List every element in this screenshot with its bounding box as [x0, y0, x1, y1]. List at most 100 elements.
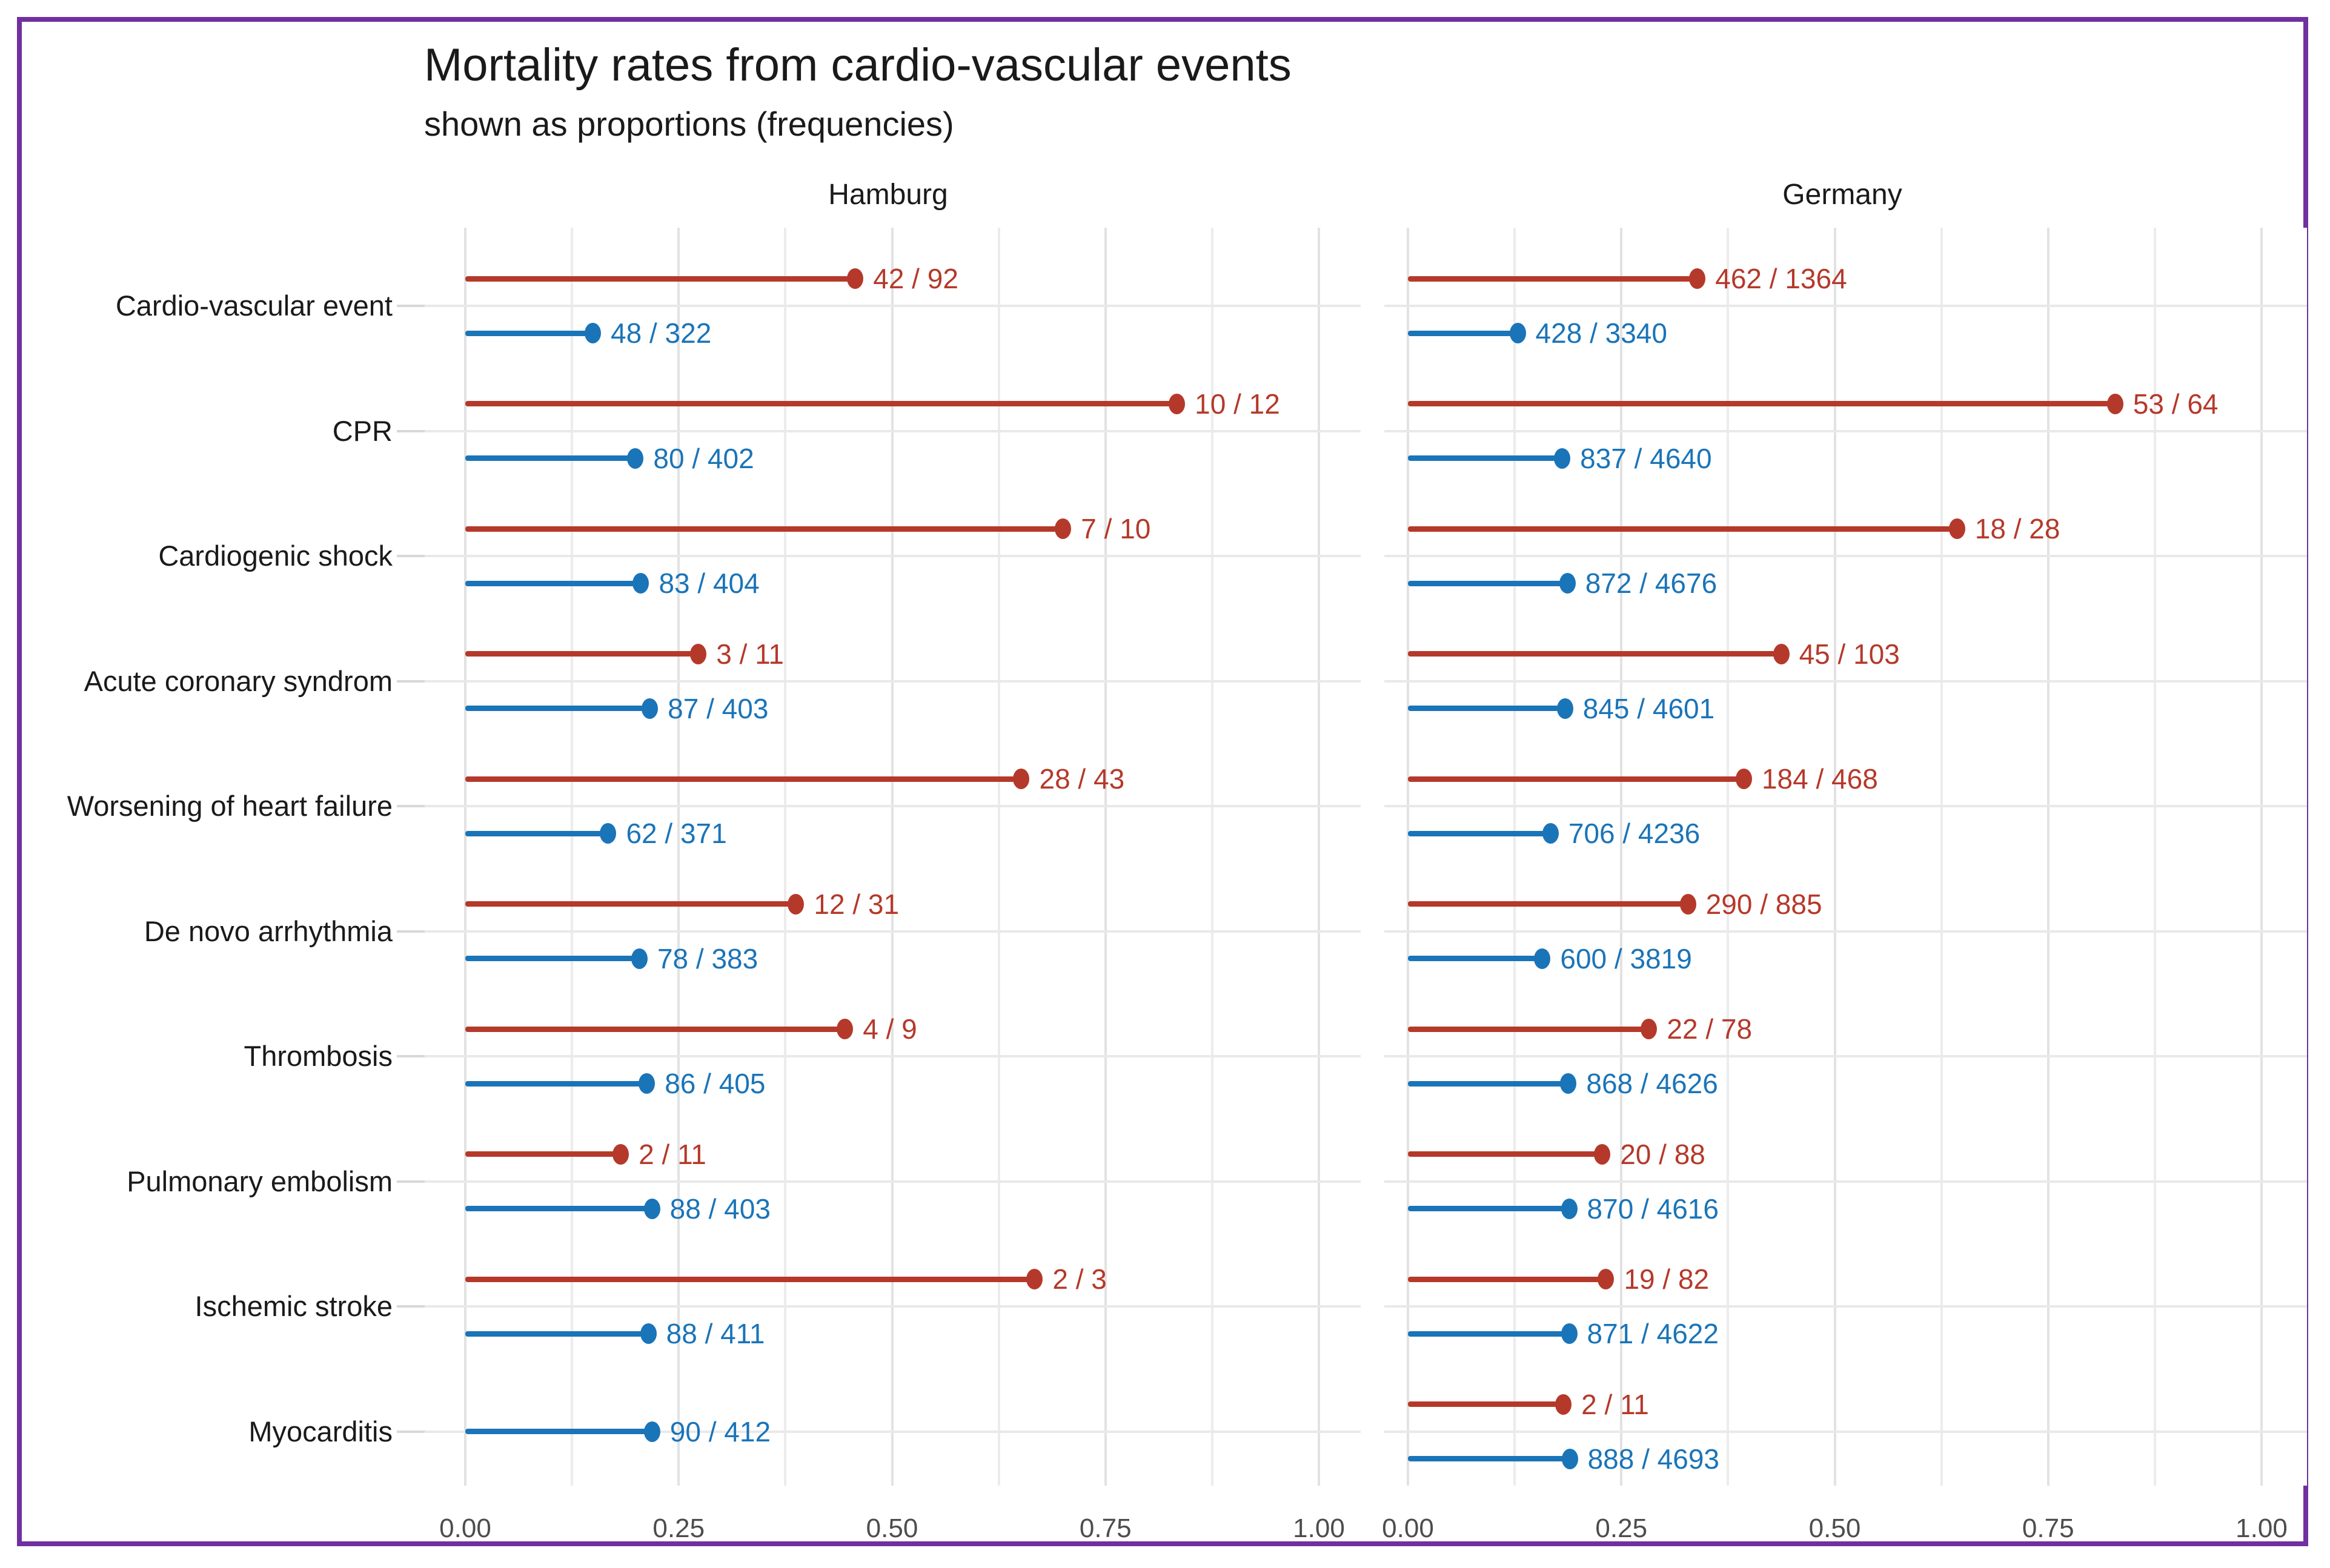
row-gridline — [425, 930, 1361, 933]
category-label: CPR — [332, 414, 393, 447]
gridline-minor — [1727, 228, 1730, 1486]
blue-survivor-dot — [627, 448, 644, 469]
blue-survivor-dot — [1554, 448, 1571, 469]
chart-subtitle: shown as proportions (frequencies) — [424, 105, 954, 143]
red-deceased-line — [465, 1276, 1035, 1282]
blue-survivor-line — [1408, 1080, 1568, 1087]
gridline-minor — [1513, 228, 1516, 1486]
category-label: De novo arrhythmia — [144, 915, 393, 947]
y-axis-tick — [397, 305, 425, 307]
category-label: Cardio-vascular event — [115, 289, 393, 322]
chart-title: Mortality rates from cardio-vascular eve… — [424, 39, 1292, 91]
category-label: Thrombosis — [244, 1040, 393, 1072]
blue-survivor-value-label: 87 / 403 — [668, 692, 769, 724]
y-axis-tick — [397, 930, 425, 933]
red-deceased-line — [1408, 401, 2115, 406]
red-deceased-dot — [1679, 893, 1696, 915]
red-deceased-value-label: 290 / 885 — [1705, 888, 1822, 920]
blue-survivor-value-label: 90 / 412 — [669, 1415, 771, 1447]
gridline-minor — [571, 228, 574, 1486]
panel-hamburg: 42 / 92 48 / 322 10 / 12 80 / 402 7 / 10 83 /… — [425, 228, 1361, 1486]
red-deceased-value-label: 42 / 92 — [873, 263, 958, 294]
category-label: Acute coronary syndrom — [84, 664, 393, 697]
blue-survivor-value-label: 88 / 403 — [669, 1193, 771, 1225]
red-deceased-line — [1408, 1026, 1649, 1032]
gridline-major — [1104, 228, 1107, 1486]
category-label: Ischemic stroke — [194, 1290, 393, 1322]
blue-survivor-dot — [643, 1421, 660, 1442]
row-gridline — [425, 555, 1361, 557]
gridline-major — [891, 228, 894, 1486]
red-deceased-line — [465, 1026, 845, 1032]
blue-survivor-value-label: 48 / 322 — [611, 317, 712, 349]
x-axis-tick-label: 0.50 — [866, 1513, 918, 1543]
red-deceased-value-label: 12 / 31 — [814, 888, 900, 920]
red-deceased-value-label: 184 / 468 — [1761, 763, 1878, 795]
x-axis-tick-label: 0.25 — [1595, 1513, 1648, 1543]
blue-survivor-value-label: 706 / 4236 — [1568, 818, 1701, 849]
blue-survivor-dot — [1556, 698, 1573, 719]
row-gridline — [425, 805, 1361, 807]
gridline-major — [2260, 228, 2263, 1486]
red-deceased-line — [465, 651, 699, 657]
red-deceased-line — [1408, 276, 1698, 282]
row-gridline — [425, 1430, 1361, 1433]
red-deceased-dot — [1598, 1269, 1615, 1289]
red-deceased-dot — [837, 1019, 854, 1039]
red-deceased-dot — [1641, 1019, 1658, 1039]
red-deceased-dot — [690, 643, 707, 664]
row-gridline — [1384, 305, 2307, 307]
blue-survivor-line — [465, 956, 639, 961]
blue-survivor-value-label: 872 / 4676 — [1585, 567, 1718, 599]
x-axis-tick-label: 1.00 — [2235, 1513, 2288, 1543]
red-deceased-line — [465, 526, 1063, 532]
red-deceased-value-label: 462 / 1364 — [1715, 263, 1847, 294]
blue-survivor-line — [465, 1206, 652, 1211]
x-axis-labels: 0.00 0.25 0.50 0.75 1.00 0.00 0.25 0.50 0.75 1.00 — [22, 1498, 2313, 1543]
x-axis-tick-label: 0.75 — [1079, 1513, 1132, 1543]
blue-survivor-dot — [1542, 823, 1559, 844]
x-axis-tick-label: 0.00 — [439, 1513, 491, 1543]
blue-survivor-line — [1408, 1331, 1569, 1337]
blue-survivor-line — [465, 580, 641, 586]
red-deceased-value-label: 22 / 78 — [1667, 1013, 1753, 1045]
red-deceased-dot — [1013, 769, 1030, 789]
red-deceased-value-label: 2 / 11 — [1581, 1388, 1649, 1420]
red-deceased-dot — [1555, 1394, 1572, 1415]
red-deceased-line — [465, 901, 796, 907]
red-deceased-line — [1408, 1276, 1606, 1282]
red-deceased-dot — [1169, 393, 1186, 414]
red-deceased-dot — [1689, 268, 1706, 289]
blue-survivor-dot — [640, 1323, 657, 1344]
y-axis-tick — [397, 1055, 425, 1057]
x-axis-tick-label: 0.25 — [652, 1513, 705, 1543]
row-gridline — [1384, 1430, 2307, 1433]
blue-survivor-value-label: 62 / 371 — [626, 818, 727, 849]
red-deceased-dot — [1026, 1269, 1043, 1289]
gridline-minor — [1940, 228, 1943, 1486]
blue-survivor-dot — [632, 573, 649, 594]
row-gridline — [425, 680, 1361, 683]
red-deceased-value-label: 18 / 28 — [1974, 513, 2060, 544]
gridline-minor — [997, 228, 1000, 1486]
red-deceased-value-label: 3 / 11 — [716, 638, 784, 670]
row-gridline — [1384, 555, 2307, 557]
blue-survivor-value-label: 837 / 4640 — [1580, 442, 1712, 474]
category-label: Pulmonary embolism — [127, 1165, 393, 1197]
blue-survivor-value-label: 600 / 3819 — [1560, 942, 1692, 974]
red-deceased-line — [1408, 1151, 1602, 1157]
gridline-major — [1407, 228, 1409, 1486]
gridline-minor — [1210, 228, 1213, 1486]
row-gridline — [425, 1055, 1361, 1057]
blue-survivor-value-label: 83 / 404 — [659, 567, 760, 599]
blue-survivor-value-label: 88 / 411 — [666, 1318, 765, 1349]
y-axis-tick — [397, 680, 425, 683]
row-gridline — [1384, 805, 2307, 807]
gridline-minor — [784, 228, 787, 1486]
x-axis-tick-label: 1.00 — [1293, 1513, 1345, 1543]
blue-survivor-line — [1408, 830, 1550, 836]
red-deceased-value-label: 2 / 3 — [1052, 1263, 1107, 1295]
red-deceased-dot — [788, 893, 805, 915]
blue-survivor-value-label: 871 / 4622 — [1587, 1318, 1719, 1349]
row-gridline — [1384, 1055, 2307, 1057]
